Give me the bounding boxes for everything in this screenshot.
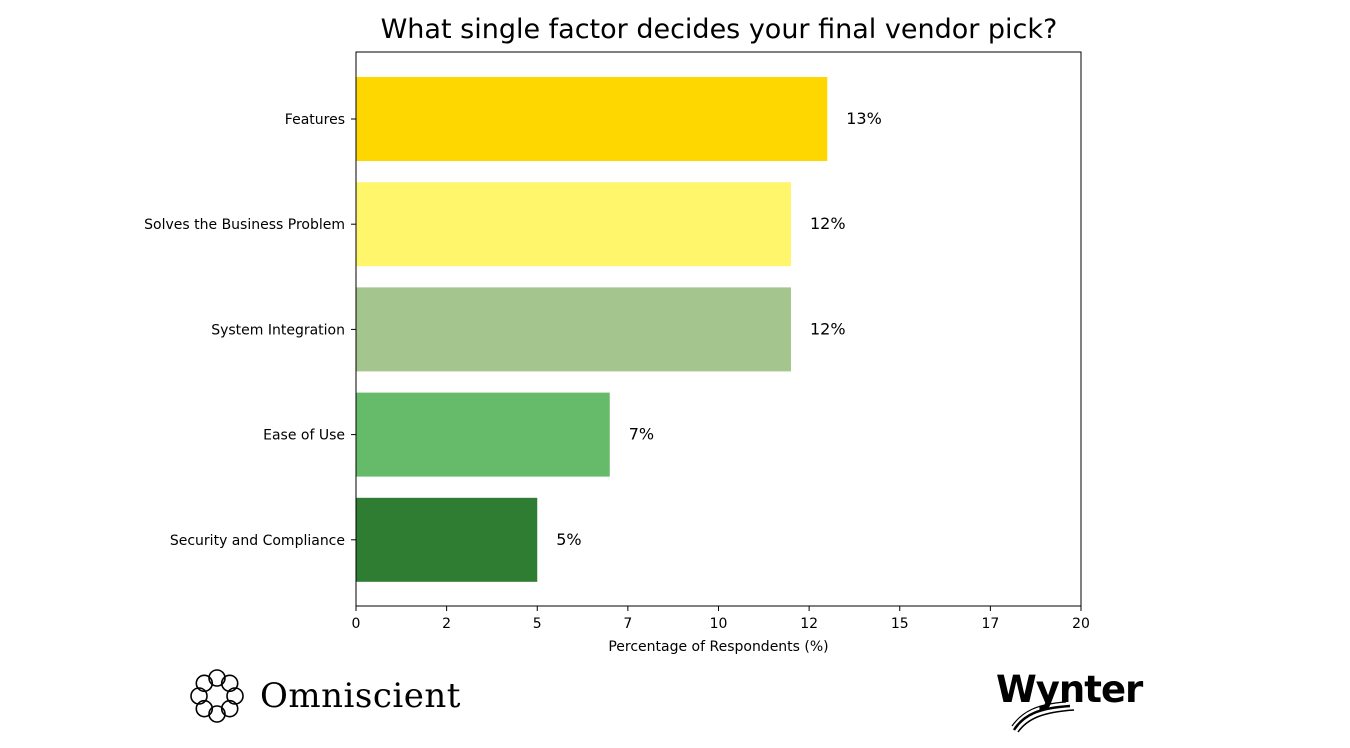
wynter-logo: Wynter bbox=[996, 668, 1176, 734]
x-tick-label: 10 bbox=[710, 616, 728, 632]
y-tick-label-system-integration: System Integration bbox=[211, 322, 345, 338]
bar-solves-the-business-problem bbox=[356, 182, 791, 267]
x-tick-label: 15 bbox=[891, 616, 909, 632]
x-tick-label: 20 bbox=[1072, 616, 1090, 632]
x-tick-label: 12 bbox=[800, 616, 818, 632]
x-tick-label: 17 bbox=[981, 616, 999, 632]
y-axis: Features Solves the Business Problem Syste… bbox=[144, 112, 356, 549]
bar-system-integration bbox=[356, 287, 791, 372]
x-tick-label: 7 bbox=[623, 616, 632, 632]
omniscient-wordmark: Omniscient bbox=[260, 676, 461, 716]
bars-layer: 13% 12% 12% 7% 5% bbox=[356, 77, 882, 582]
y-tick-label-security-and-compliance: Security and Compliance bbox=[170, 533, 345, 549]
wynter-wordmark: Wynter bbox=[996, 668, 1143, 711]
wynter-swoosh-icon bbox=[1011, 701, 1075, 733]
omniscient-logo: Omniscient bbox=[190, 668, 461, 724]
y-tick-label-ease-of-use: Ease of Use bbox=[263, 428, 345, 444]
value-label-features: 13% bbox=[846, 109, 882, 128]
chart-title: What single factor decides your final ve… bbox=[380, 14, 1058, 45]
x-axis-label: Percentage of Respondents (%) bbox=[608, 639, 828, 655]
bar-features bbox=[356, 77, 828, 161]
y-tick-label-features: Features bbox=[285, 112, 345, 128]
value-label-solves-the-business-problem: 12% bbox=[810, 214, 846, 233]
value-label-system-integration: 12% bbox=[810, 319, 846, 338]
bar-security-and-compliance bbox=[356, 497, 538, 582]
x-tick-label: 0 bbox=[352, 616, 361, 632]
y-tick-label-solves-the-business-problem: Solves the Business Problem bbox=[144, 217, 345, 233]
value-label-ease-of-use: 7% bbox=[629, 425, 654, 444]
value-label-security-and-compliance: 5% bbox=[556, 530, 581, 549]
bar-ease-of-use bbox=[356, 392, 610, 477]
x-tick-label: 2 bbox=[442, 616, 451, 632]
x-axis: 0 2 5 7 10 12 15 17 20 bbox=[352, 606, 1090, 632]
omniscient-emblem-icon bbox=[190, 669, 244, 723]
chart-area: 13% 12% 12% 7% 5% Features Solves the Busines… bbox=[144, 51, 1090, 655]
x-tick-label: 5 bbox=[533, 616, 542, 632]
